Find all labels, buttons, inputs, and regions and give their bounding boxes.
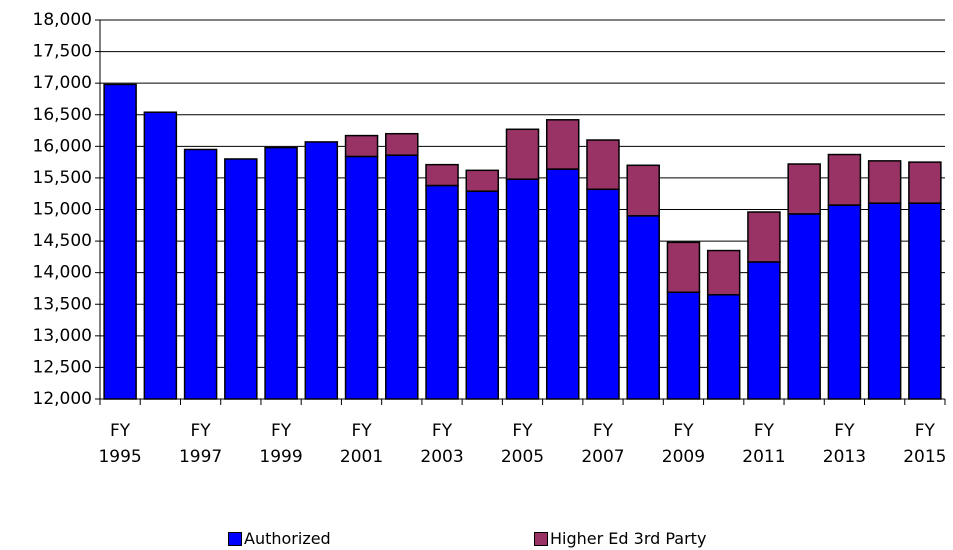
- y-tick-label: 14,500: [33, 231, 92, 251]
- bar-segment: [505, 178, 540, 400]
- y-tick-label: 12,000: [33, 389, 92, 409]
- y-tick-label: 17,500: [33, 42, 92, 62]
- bar-segment: [747, 211, 781, 263]
- bar-segment: [304, 141, 339, 400]
- bar-segment: [827, 153, 862, 206]
- y-tick-label: 15,500: [33, 168, 92, 188]
- x-tick-label: FY 2003: [420, 421, 464, 467]
- bar-segment: [545, 119, 580, 170]
- x-tick-label: FY 1997: [178, 421, 223, 467]
- x-tick-label: FY 1999: [259, 421, 303, 467]
- bar-segment: [344, 155, 379, 400]
- bar-segment: [626, 215, 660, 400]
- bar-segment: [465, 169, 500, 192]
- x-tick-label: FY 2007: [581, 421, 625, 467]
- bar-segment: [183, 148, 218, 400]
- x-tick-label: FY 2011: [742, 421, 786, 467]
- y-tick-label: 16,000: [33, 136, 92, 156]
- bar-segment: [103, 83, 137, 400]
- bar-segment: [385, 132, 419, 156]
- legend-item: Authorized: [228, 529, 331, 548]
- bar-segment: [666, 241, 701, 293]
- bar-segment: [425, 163, 459, 187]
- y-tick-label: 12,500: [33, 357, 92, 377]
- bar-segment: [706, 249, 741, 296]
- bar-segment: [908, 202, 942, 400]
- bar-segment: [747, 261, 781, 400]
- x-tick-label: FY 2009: [661, 421, 706, 467]
- bar-segment: [224, 158, 258, 400]
- bar-segment: [264, 146, 298, 400]
- y-tick-label: 18,000: [33, 10, 92, 30]
- x-tick-label: FY 2005: [500, 421, 545, 467]
- bar-segment: [505, 128, 540, 180]
- legend-swatch: [228, 531, 242, 546]
- bar-segment: [827, 204, 862, 400]
- bar-segment: [586, 188, 620, 400]
- y-tick-label: 13,000: [33, 326, 92, 346]
- bar-segment: [425, 184, 459, 400]
- bar-segment: [867, 202, 902, 400]
- legend-label: Higher Ed 3rd Party: [550, 529, 707, 548]
- y-tick-label: 14,000: [33, 263, 92, 283]
- y-tick-label: 15,000: [33, 200, 92, 220]
- bar-segment: [385, 154, 419, 400]
- bar-segment: [465, 190, 500, 400]
- legend-label: Authorized: [244, 529, 331, 548]
- y-tick-label: 17,000: [33, 73, 92, 93]
- x-tick-label: FY 2013: [822, 421, 867, 467]
- bar-segment: [545, 168, 580, 400]
- bar-segment: [586, 139, 620, 191]
- legend-item: Higher Ed 3rd Party: [534, 529, 706, 548]
- x-tick-label: FY 2015: [903, 421, 947, 467]
- legend-swatch: [534, 531, 548, 546]
- bar-segment: [867, 160, 902, 204]
- bar-segment: [344, 134, 379, 158]
- bar-segment: [706, 294, 741, 400]
- y-tick-label: 16,500: [33, 105, 92, 125]
- bar-segment: [143, 111, 178, 400]
- bar-segment: [787, 213, 821, 400]
- bar-segment: [626, 164, 660, 217]
- bar-segment: [787, 163, 821, 215]
- x-tick-label: FY 1995: [98, 421, 142, 467]
- x-tick-label: FY 2001: [339, 421, 384, 467]
- y-tick-label: 13,500: [33, 294, 92, 314]
- bar-segment: [908, 161, 942, 204]
- bar-segment: [666, 291, 701, 400]
